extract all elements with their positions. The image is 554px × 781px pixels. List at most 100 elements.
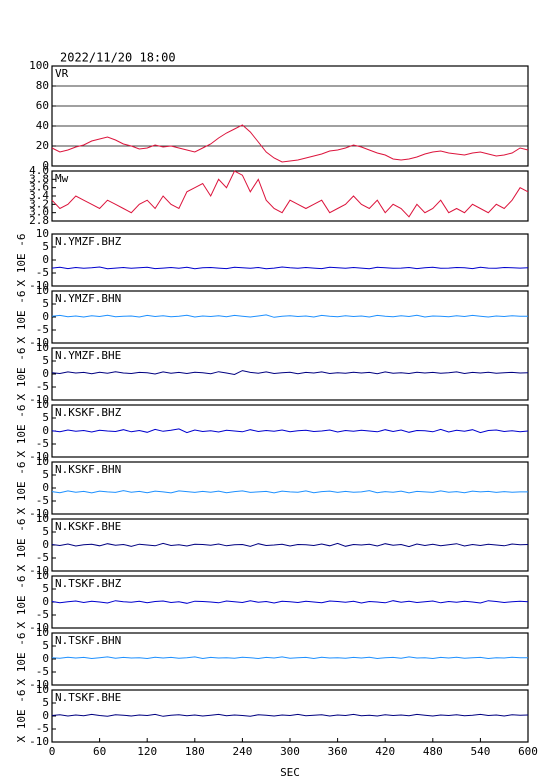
y-tick-label: -5 (36, 608, 49, 621)
y-tick-label: 0 (42, 367, 49, 380)
panel-label: VR (55, 67, 69, 80)
x-tick-label: 180 (185, 745, 205, 758)
y-tick-label: 3.6 (29, 181, 49, 194)
y-tick-label: 4.0 (29, 164, 49, 177)
trace (51, 314, 528, 318)
trace (51, 124, 529, 163)
y-tick-label: -10 (29, 678, 49, 691)
panel-label: N.KSKF.BHZ (55, 406, 122, 419)
y-tick-label: 0 (42, 538, 49, 551)
panel-label: N.TSKF.BHE (55, 691, 121, 704)
y-tick-label: -10 (29, 279, 49, 292)
y-tick-label: 0 (42, 310, 49, 323)
y-tick-label: -5 (36, 266, 49, 279)
y-tick-label: -5 (36, 551, 49, 564)
trace (51, 370, 529, 376)
y-tick-label: -5 (36, 722, 49, 735)
y-tick-label: 0 (42, 709, 49, 722)
y-tick-label: 5 (42, 696, 49, 709)
x-tick-label: 540 (470, 745, 490, 758)
panel-frame (51, 170, 529, 222)
y-tick-label: -10 (29, 735, 49, 748)
x-tick-label: 240 (232, 745, 252, 758)
y-tick-label: 10 (36, 683, 49, 696)
panel-frame (51, 632, 529, 686)
y-tick-label: -10 (29, 393, 49, 406)
trace (51, 656, 528, 660)
x-tick-label: 120 (137, 745, 157, 758)
y-axis-label: X 10E -6 (15, 519, 28, 572)
x-tick-label: 360 (328, 745, 348, 758)
y-tick-label: 80 (36, 79, 49, 92)
panel-label: Mw (55, 172, 69, 185)
panel-frame (51, 65, 529, 167)
y-tick-label: 0 (42, 481, 49, 494)
y-tick-label: -5 (36, 665, 49, 678)
y-tick-label: 10 (36, 398, 49, 411)
panel-frame (51, 233, 529, 287)
y-tick-label: 5 (42, 525, 49, 538)
y-tick-label: -5 (36, 323, 49, 336)
panel-label: N.YMZF.BHE (55, 349, 121, 362)
y-tick-label: -10 (29, 507, 49, 520)
x-tick-label: 0 (49, 745, 56, 758)
y-tick-label: 60 (36, 99, 49, 112)
chart-title: 2022/11/20 18:00 (60, 51, 176, 65)
y-tick-label: 0 (42, 253, 49, 266)
x-tick-label: 300 (280, 745, 300, 758)
y-tick-label: 40 (36, 119, 49, 132)
x-tick-label: 600 (518, 745, 538, 758)
x-tick-label: 420 (375, 745, 395, 758)
y-tick-label: 5 (42, 411, 49, 424)
trace (51, 713, 529, 717)
panel-frame (51, 347, 529, 401)
y-axis-label: X 10E -6 (15, 576, 28, 629)
y-axis-label: X 10E -6 (15, 690, 28, 743)
panel-frame (51, 404, 529, 458)
y-axis-label: X 10E -6 (15, 405, 28, 458)
y-axis-label: X 10E -6 (15, 348, 28, 401)
y-tick-label: 5 (42, 468, 49, 481)
trace (51, 170, 529, 218)
panel-label: N.YMZF.BHN (55, 292, 121, 305)
y-tick-label: -5 (36, 494, 49, 507)
y-tick-label: 2.8 (29, 214, 49, 227)
y-axis-label: X 10E -6 (15, 462, 28, 515)
panel-label: N.KSKF.BHN (55, 463, 121, 476)
trace (51, 266, 529, 270)
panel-label: N.YMZF.BHZ (55, 235, 122, 248)
y-tick-label: 5 (42, 240, 49, 253)
y-axis-label: X 10E -6 (15, 234, 28, 287)
y-tick-label: 0 (42, 595, 49, 608)
panel-frame (51, 290, 529, 344)
y-tick-label: 10 (36, 626, 49, 639)
y-tick-label: 3.4 (29, 189, 49, 202)
y-tick-label: -5 (36, 380, 49, 393)
panel-frame (51, 461, 529, 515)
y-tick-label: 10 (36, 341, 49, 354)
y-tick-label: -10 (29, 450, 49, 463)
trace (51, 600, 529, 604)
trace (51, 542, 529, 548)
y-tick-label: 3.2 (29, 197, 49, 210)
y-tick-label: 3.0 (29, 206, 49, 219)
y-tick-label: 0 (42, 652, 49, 665)
y-tick-label: 100 (29, 59, 49, 72)
y-tick-label: 5 (42, 297, 49, 310)
y-tick-label: 0 (42, 424, 49, 437)
y-tick-label: 10 (36, 569, 49, 582)
y-tick-label: 20 (36, 139, 49, 152)
trace (51, 490, 528, 494)
y-tick-label: 10 (36, 284, 49, 297)
x-tick-label: 480 (423, 745, 443, 758)
y-axis-label: X 10E -6 (15, 291, 28, 344)
y-tick-label: 10 (36, 455, 49, 468)
y-tick-label: -10 (29, 336, 49, 349)
y-tick-label: 3.8 (29, 172, 49, 185)
panel-label: N.TSKF.BHN (55, 634, 121, 647)
y-tick-label: -10 (29, 564, 49, 577)
y-tick-label: 5 (42, 354, 49, 367)
y-tick-label: 10 (36, 512, 49, 525)
